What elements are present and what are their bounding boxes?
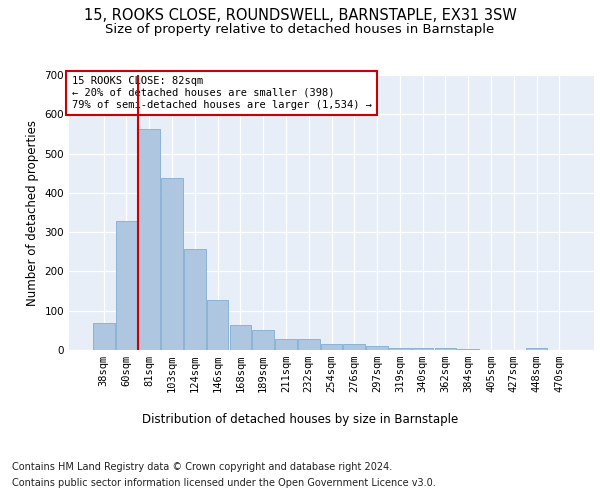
- Bar: [207, 300, 229, 350]
- Bar: [412, 348, 433, 350]
- Bar: [320, 344, 343, 350]
- Bar: [298, 339, 320, 350]
- Bar: [184, 249, 206, 350]
- Bar: [116, 221, 137, 350]
- Text: 15, ROOKS CLOSE, ROUNDSWELL, BARNSTAPLE, EX31 3SW: 15, ROOKS CLOSE, ROUNDSWELL, BARNSTAPLE,…: [83, 8, 517, 22]
- Text: Distribution of detached houses by size in Barnstaple: Distribution of detached houses by size …: [142, 412, 458, 426]
- Text: 15 ROOKS CLOSE: 82sqm
← 20% of detached houses are smaller (398)
79% of semi-det: 15 ROOKS CLOSE: 82sqm ← 20% of detached …: [71, 76, 371, 110]
- Bar: [253, 330, 274, 350]
- Bar: [526, 348, 547, 350]
- Text: Contains public sector information licensed under the Open Government Licence v3: Contains public sector information licen…: [12, 478, 436, 488]
- Text: Size of property relative to detached houses in Barnstaple: Size of property relative to detached ho…: [106, 22, 494, 36]
- Y-axis label: Number of detached properties: Number of detached properties: [26, 120, 39, 306]
- Bar: [434, 348, 456, 350]
- Bar: [161, 178, 183, 350]
- Bar: [366, 346, 388, 350]
- Bar: [389, 348, 410, 350]
- Bar: [343, 344, 365, 350]
- Bar: [93, 322, 115, 350]
- Bar: [139, 129, 160, 350]
- Bar: [457, 349, 479, 350]
- Text: Contains HM Land Registry data © Crown copyright and database right 2024.: Contains HM Land Registry data © Crown c…: [12, 462, 392, 472]
- Bar: [230, 325, 251, 350]
- Bar: [275, 339, 297, 350]
